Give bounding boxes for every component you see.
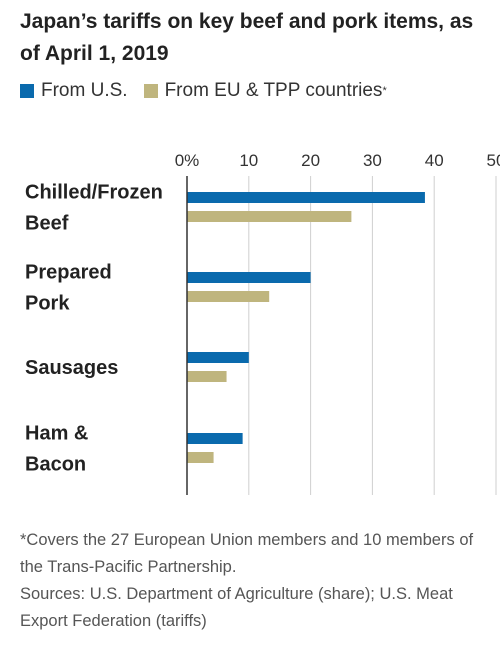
category-label-line: Prepared — [25, 262, 112, 284]
bar-us-1 — [187, 272, 311, 283]
bar-eu-tpp-0 — [187, 211, 352, 222]
bar-us-0 — [187, 192, 425, 203]
category-label-line: Pork — [25, 293, 70, 315]
category-label-line: Sausages — [25, 357, 118, 379]
category-label-1: Prepared Pork — [25, 262, 112, 315]
bar-us-2 — [187, 352, 249, 363]
footnote-sources: Sources: U.S. Department of Agriculture … — [20, 585, 453, 630]
category-label-line: Chilled/Frozen — [25, 182, 163, 204]
legend-item-eu-tpp: From EU & TPP countries * — [143, 80, 387, 102]
tick-label-10: 10 — [239, 151, 258, 170]
category-label-line: Beef — [25, 213, 69, 235]
category-label-2: Sausages — [25, 357, 118, 379]
bar-eu-tpp-1 — [187, 291, 270, 302]
legend-asterisk: * — [382, 85, 387, 97]
tick-label-40: 40 — [425, 151, 444, 170]
tick-label-50: 50 — [487, 151, 500, 170]
tick-label-0: 0% — [175, 151, 200, 170]
legend-label-us: From U.S. — [41, 80, 128, 101]
legend-item-us: From U.S. — [20, 80, 128, 102]
bar-eu-tpp-3 — [187, 452, 214, 463]
legend-swatch-us — [20, 84, 34, 98]
bar-chart: 0% 10 20 30 40 50 Chilled/Frozen Beef Prepared Po… — [25, 151, 500, 495]
tick-label-20: 20 — [301, 151, 320, 170]
bar-us-3 — [187, 433, 243, 444]
legend-swatch-eu-tpp — [143, 84, 158, 98]
footnote-note: *Covers the 27 European Union members an… — [20, 531, 474, 576]
chart-title: Japan’s tariffs on key beef and pork ite… — [20, 10, 474, 65]
legend-label-eu-tpp: From EU & TPP countries — [164, 80, 383, 101]
category-label-line: Bacon — [25, 454, 86, 476]
category-label-line: Ham & — [25, 423, 88, 445]
category-label-3: Ham & Bacon — [25, 423, 88, 476]
legend: From U.S. From EU & TPP countries * — [20, 80, 403, 102]
bar-eu-tpp-2 — [187, 371, 227, 382]
category-label-0: Chilled/Frozen Beef — [25, 182, 163, 235]
footnote: *Covers the 27 European Union members an… — [20, 527, 490, 635]
tick-label-30: 30 — [363, 151, 382, 170]
